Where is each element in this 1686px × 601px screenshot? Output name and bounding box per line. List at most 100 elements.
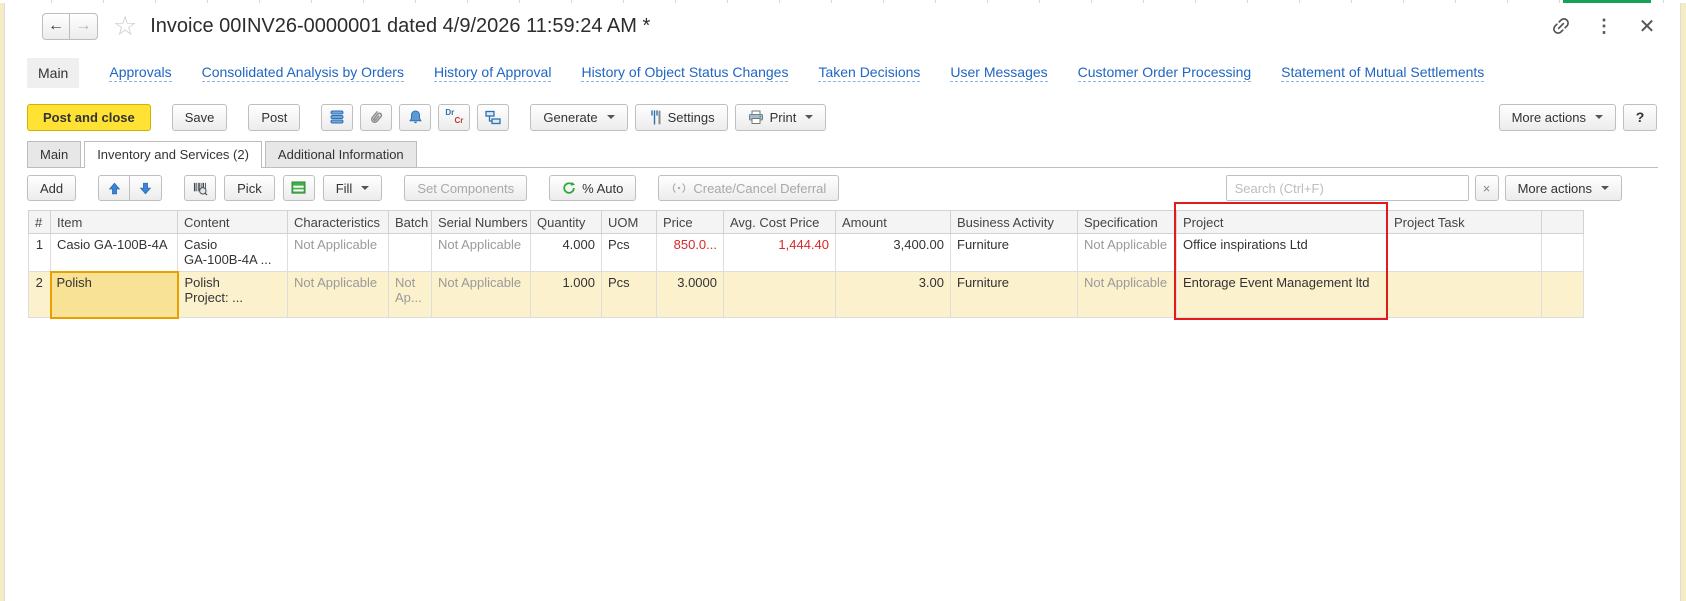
fill-label: Fill xyxy=(335,180,353,196)
cell-batch[interactable] xyxy=(388,233,432,272)
post-button[interactable]: Post xyxy=(248,103,301,131)
nav-link-taken-decisions[interactable]: Taken Decisions xyxy=(818,64,921,82)
chevron-down-icon xyxy=(805,115,814,119)
forward-button[interactable]: → xyxy=(70,12,98,40)
auto-percent-button[interactable]: % Auto xyxy=(549,175,637,201)
tab-additional-information[interactable]: Additional Information xyxy=(264,141,417,167)
cell-avg-cost-price[interactable]: 1,444.40 xyxy=(723,233,836,272)
cell-filler xyxy=(1541,271,1584,318)
cell-item[interactable]: Casio GA-100B-4A xyxy=(50,233,178,272)
cell-quantity[interactable]: 4.000 xyxy=(530,233,602,272)
cell-content[interactable]: Polish Project: ... xyxy=(177,271,288,318)
post-and-close-button[interactable]: Post and close xyxy=(27,103,151,131)
nav-link-customer-order-processing[interactable]: Customer Order Processing xyxy=(1077,64,1252,82)
cell-row-number[interactable]: 2 xyxy=(28,271,51,318)
copy-link-icon[interactable] xyxy=(1550,15,1572,37)
create-cancel-deferral-button[interactable]: Create/Cancel Deferral xyxy=(658,175,840,201)
cell-project[interactable]: Office inspirations Ltd xyxy=(1176,233,1388,272)
col-business-activity[interactable]: Business Activity xyxy=(950,210,1078,234)
col-number[interactable]: # xyxy=(28,210,51,234)
cell-serial-numbers[interactable]: Not Applicable xyxy=(431,271,531,318)
col-content[interactable]: Content xyxy=(177,210,288,234)
save-button[interactable]: Save xyxy=(171,103,228,131)
col-item[interactable]: Item xyxy=(50,210,178,234)
col-project-task[interactable]: Project Task xyxy=(1387,210,1542,234)
nav-link-user-messages[interactable]: User Messages xyxy=(950,64,1048,82)
cell-amount[interactable]: 3.00 xyxy=(835,271,951,318)
move-up-button[interactable] xyxy=(98,175,131,201)
nav-link-history-of-approval[interactable]: History of Approval xyxy=(433,64,552,82)
cell-batch[interactable]: Not Ap... xyxy=(388,271,432,318)
cell-project-task[interactable] xyxy=(1387,271,1542,318)
barcode-scan-button[interactable] xyxy=(184,175,217,201)
command-bar: Post and close Save Post Dr Cr xyxy=(27,102,1657,132)
fill-button[interactable]: Fill xyxy=(322,175,383,201)
posting-register-button[interactable] xyxy=(321,103,354,131)
cell-specification[interactable]: Not Applicable xyxy=(1077,271,1177,318)
cell-avg-cost-price[interactable] xyxy=(723,271,836,318)
help-button[interactable]: ? xyxy=(1623,103,1657,131)
col-batch[interactable]: Batch xyxy=(388,210,432,234)
more-actions-button[interactable]: More actions xyxy=(1498,103,1616,131)
generate-label: Generate xyxy=(543,109,598,125)
reminder-button[interactable] xyxy=(399,103,432,131)
col-specification[interactable]: Specification xyxy=(1077,210,1177,234)
cell-characteristics[interactable]: Not Applicable xyxy=(287,233,389,272)
col-quantity[interactable]: Quantity xyxy=(530,210,602,234)
pick-button[interactable]: Pick xyxy=(224,175,275,201)
accounting-entries-button[interactable]: Dr Cr xyxy=(438,103,471,131)
import-items-button[interactable] xyxy=(282,175,315,201)
nav-link-history-of-object-status-changes[interactable]: History of Object Status Changes xyxy=(581,64,789,82)
close-icon[interactable]: ✕ xyxy=(1638,15,1656,38)
col-serial-numbers[interactable]: Serial Numbers xyxy=(431,210,531,234)
tab-main[interactable]: Main xyxy=(27,141,82,167)
cell-item-selected[interactable]: Polish xyxy=(49,270,179,319)
forward-arrow-icon: → xyxy=(75,17,92,34)
cell-uom[interactable]: Pcs xyxy=(601,271,657,318)
cell-content[interactable]: Casio GA-100B-4A ... xyxy=(177,233,288,272)
cell-business-activity[interactable]: Furniture xyxy=(950,233,1078,272)
chevron-down-icon xyxy=(361,186,370,190)
cell-row-number[interactable]: 1 xyxy=(28,233,51,272)
col-project[interactable]: Project xyxy=(1176,210,1388,234)
cell-serial-numbers[interactable]: Not Applicable xyxy=(431,233,531,272)
col-uom[interactable]: UOM xyxy=(601,210,657,234)
col-characteristics[interactable]: Characteristics xyxy=(287,210,389,234)
cell-amount[interactable]: 3,400.00 xyxy=(835,233,951,272)
generate-button[interactable]: Generate xyxy=(530,103,628,131)
col-avg-cost-price[interactable]: Avg. Cost Price xyxy=(723,210,836,234)
clear-search-button[interactable]: × xyxy=(1474,175,1499,201)
set-components-button[interactable]: Set Components xyxy=(404,175,528,201)
nav-item-main[interactable]: Main xyxy=(27,58,80,88)
cell-project[interactable]: Entorage Event Management ltd xyxy=(1176,271,1388,318)
cell-specification[interactable]: Not Applicable xyxy=(1077,233,1177,272)
grid-more-actions-button[interactable]: More actions xyxy=(1504,175,1622,201)
col-price[interactable]: Price xyxy=(656,210,724,234)
grid-more-actions-label: More actions xyxy=(1517,180,1592,196)
tab-inventory-and-services[interactable]: Inventory and Services (2) xyxy=(84,141,262,168)
document-structure-icon xyxy=(485,110,502,124)
favorite-star-icon[interactable]: ☆ xyxy=(113,10,138,41)
related-documents-button[interactable] xyxy=(477,103,510,131)
more-menu-icon[interactable]: ⋮ xyxy=(1595,15,1613,36)
table-row-selected[interactable]: 2 Polish Polish Project: ... Not Applica… xyxy=(28,270,1584,319)
nav-link-approvals[interactable]: Approvals xyxy=(109,64,172,82)
attachments-button[interactable] xyxy=(360,103,393,131)
table-row[interactable]: 1 Casio GA-100B-4A Casio GA-100B-4A ... … xyxy=(28,233,1584,272)
cell-business-activity[interactable]: Furniture xyxy=(950,271,1078,318)
cell-quantity[interactable]: 1.000 xyxy=(530,271,602,318)
search-input[interactable] xyxy=(1225,175,1469,201)
cell-uom[interactable]: Pcs xyxy=(601,233,657,272)
settings-button[interactable]: Settings xyxy=(634,103,728,131)
cell-price[interactable]: 850.0... xyxy=(656,233,724,272)
print-button[interactable]: Print xyxy=(734,103,827,131)
col-amount[interactable]: Amount xyxy=(835,210,951,234)
nav-link-consolidated-analysis[interactable]: Consolidated Analysis by Orders xyxy=(201,64,404,82)
back-button[interactable]: ← xyxy=(42,12,70,40)
nav-link-statement-of-mutual-settlements[interactable]: Statement of Mutual Settlements xyxy=(1281,64,1485,82)
cell-price[interactable]: 3.0000 xyxy=(656,271,724,318)
add-row-button[interactable]: Add xyxy=(27,175,77,201)
move-down-button[interactable] xyxy=(130,175,163,201)
cell-project-task[interactable] xyxy=(1387,233,1542,272)
cell-characteristics[interactable]: Not Applicable xyxy=(287,271,389,318)
